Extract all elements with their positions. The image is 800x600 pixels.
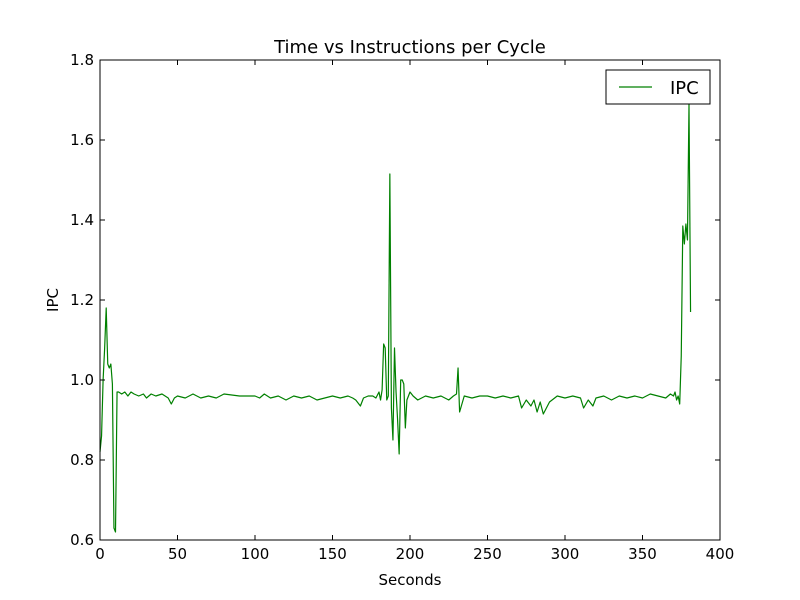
x-tick-label: 350 bbox=[628, 545, 657, 563]
legend: IPC bbox=[605, 69, 711, 105]
y-axis-title: IPC bbox=[44, 288, 62, 312]
x-tick-label: 400 bbox=[706, 545, 735, 563]
y-tick-label: 0.8 bbox=[70, 451, 94, 469]
series-layer bbox=[99, 103, 692, 533]
x-tick-label: 250 bbox=[473, 545, 502, 563]
plot-area bbox=[100, 60, 720, 540]
ticks-layer: 0 50 100 150 200 250 300 350 400 0.6 0.8 1.0 1.2 1.4 1… bbox=[70, 51, 734, 563]
x-axis-title: Seconds bbox=[378, 571, 441, 589]
y-tick-label: 1.8 bbox=[70, 51, 94, 69]
x-tick-label: 300 bbox=[551, 545, 580, 563]
x-tick-label: 0 bbox=[95, 545, 105, 563]
x-tick-label: 200 bbox=[396, 545, 425, 563]
x-tick-label: 100 bbox=[241, 545, 270, 563]
y-tick-label: 1.0 bbox=[70, 371, 94, 389]
y-tick-label: 1.6 bbox=[70, 131, 94, 149]
y-tick-label: 1.2 bbox=[70, 291, 94, 309]
legend-label-ipc: IPC bbox=[670, 78, 699, 99]
y-tick-label: 1.4 bbox=[70, 211, 94, 229]
x-tick-label: 50 bbox=[168, 545, 187, 563]
plot-frame bbox=[99, 59, 721, 541]
y-tick-label: 0.6 bbox=[70, 531, 94, 549]
chart-title: Time vs Instructions per Cycle bbox=[273, 37, 546, 58]
x-tick-label: 150 bbox=[318, 545, 347, 563]
series-line-ipc bbox=[99, 103, 692, 533]
